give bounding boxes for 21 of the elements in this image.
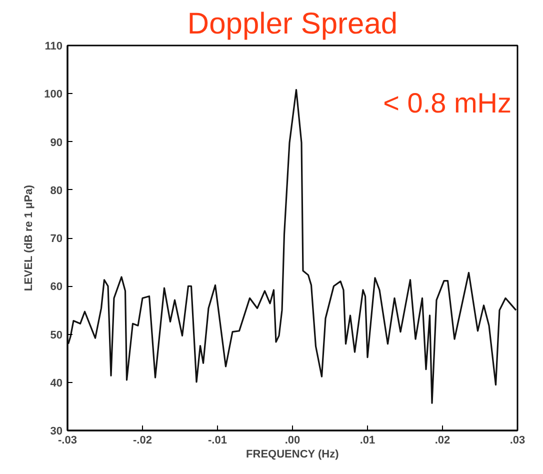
y-tick-label: 40 (50, 377, 63, 390)
x-axis-title: FREQUENCY (Hz) (246, 448, 340, 460)
x-tick-label: -.01 (208, 434, 227, 446)
y-tick-label: 80 (50, 184, 63, 197)
x-tick-label: -.02 (133, 434, 152, 446)
annotation: < 0.8 mHz (383, 88, 512, 118)
x-tick-label: .03 (510, 434, 526, 446)
x-tick-label: .02 (434, 434, 450, 446)
y-axis-title: LEVEL (dB re 1 μPa) (23, 184, 36, 292)
y-tick-label: 110 (44, 40, 63, 52)
y-tick-label: 100 (44, 88, 63, 101)
line-series (68, 88, 517, 404)
y-tick-label: 90 (50, 136, 63, 149)
y-tick-label: 50 (50, 329, 63, 342)
x-tick-label: .00 (284, 434, 300, 446)
x-tick-label: .01 (360, 434, 376, 446)
y-tick-label: 30 (50, 426, 63, 438)
chart-title: Doppler Spread (187, 8, 398, 40)
x-tick-label: -.03 (58, 434, 77, 446)
y-tick-label: 60 (50, 281, 63, 294)
y-tick-label: 70 (50, 233, 63, 245)
